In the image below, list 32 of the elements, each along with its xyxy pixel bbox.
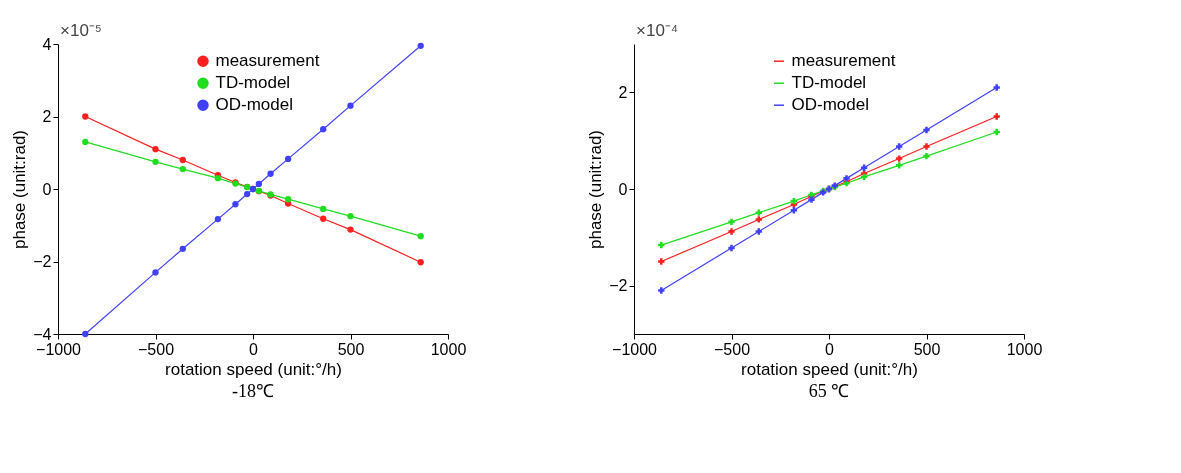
y-tick-label: 0 [618,180,628,198]
legend-label: OD-model [215,95,293,115]
x-tick-label: 1000 [1006,340,1043,358]
y-tick-label: 2 [42,108,52,125]
text: 65 ℃ [808,381,850,401]
text: ×10⁻⁴ [636,21,679,40]
x-tick-label: 0 [825,340,835,358]
legend-label: TD-model [791,73,867,93]
y-axis-title: phase (unit:rad) [586,129,606,250]
legend-label: OD-model [791,95,869,115]
text: ×10⁻⁵ [60,21,102,40]
x-tick-label: 1000 [430,340,467,358]
y-tick-label: −4 [33,325,52,343]
y-tick-label: −2 [609,277,628,295]
legend-label: measurement [791,51,896,71]
y-tick-label: 0 [42,180,52,198]
x-tick-label: −1000 [36,340,82,358]
y-axis-title: phase (unit:rad) [10,129,30,250]
x-axis-title: rotation speed (unit:°/h) [165,359,342,379]
legend-label: TD-model [215,73,291,93]
y-tick-label: −2 [33,253,52,270]
legend-label: measurement [215,51,320,71]
y-tick-label: 2 [618,83,628,101]
x-tick-label: 500 [337,340,365,358]
y-tick-label: 4 [42,35,52,53]
x-axis-title: rotation speed (unit:°/h) [741,359,918,379]
x-tick-label: 500 [913,340,941,358]
x-tick-label: −1000 [612,340,658,358]
x-tick-label: −500 [137,340,175,358]
x-tick-label: 0 [249,340,259,358]
text: -18℃ [232,381,274,401]
x-tick-label: −500 [713,340,751,358]
